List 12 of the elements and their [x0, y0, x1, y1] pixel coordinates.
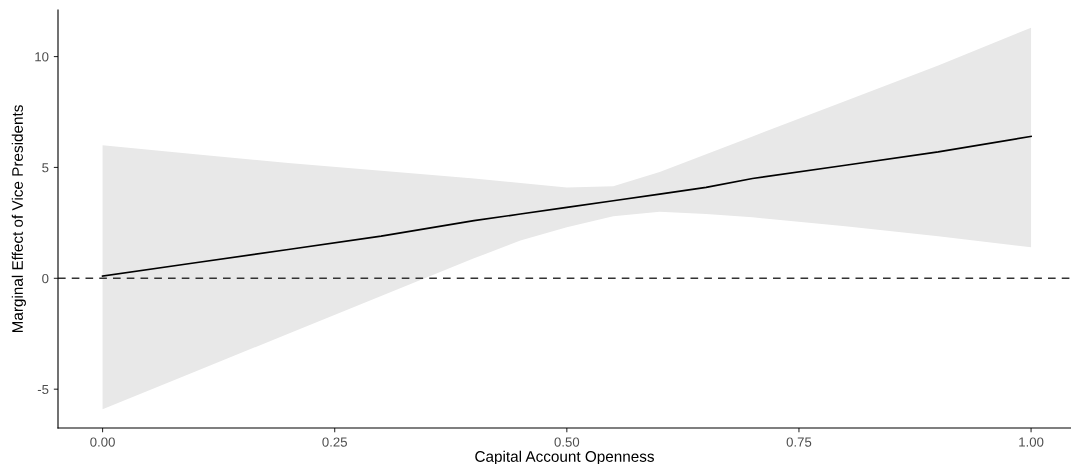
x-tick-label: 1.00 — [1019, 437, 1044, 447]
x-tick-label: 0.50 — [554, 437, 580, 447]
x-tick-label: 0.00 — [90, 437, 115, 447]
y-tick-label: -5 — [37, 384, 49, 395]
x-tick-label: 0.75 — [786, 437, 812, 447]
x-axis-title: Capital Account Openness — [475, 450, 654, 464]
y-tick-label: 5 — [42, 163, 49, 173]
y-tick-label: 0 — [42, 273, 49, 284]
line-series — [101, 135, 1032, 277]
y-tick-label: 10 — [35, 52, 49, 62]
x-tick-label: 0.25 — [322, 437, 347, 447]
y-axis-title: Marginal Effect of Vice Presidents — [11, 105, 26, 333]
